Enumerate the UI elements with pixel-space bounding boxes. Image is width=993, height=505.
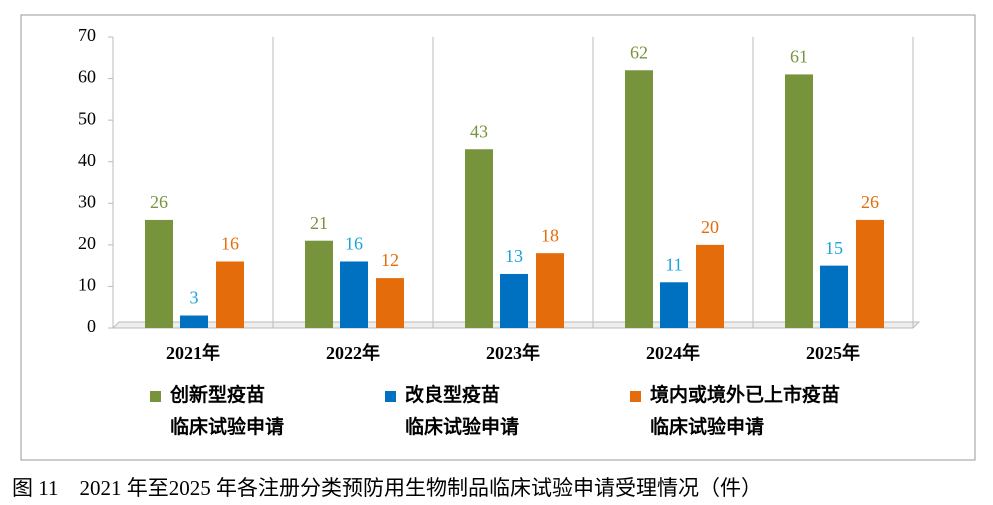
y-tick-label: 70 — [78, 25, 96, 45]
legend-label: 境内或境外已上市疫苗 临床试验申请 — [650, 385, 841, 438]
data-label: 12 — [381, 250, 399, 270]
y-tick-label: 60 — [78, 67, 96, 87]
caption: 图 11 2021 年至2025 年各注册分类预防用生物制品临床试验申请受理情况… — [12, 476, 762, 500]
y-tick-label: 10 — [78, 275, 96, 295]
legend-swatch — [630, 391, 641, 402]
bar — [305, 240, 333, 328]
bar — [376, 278, 404, 328]
data-label: 21 — [310, 213, 328, 233]
data-label: 61 — [790, 47, 808, 67]
x-tick-label: 2025年 — [806, 342, 860, 363]
x-tick-label: 2024年 — [646, 342, 700, 363]
y-tick-label: 20 — [78, 233, 96, 253]
bar — [536, 253, 564, 328]
bar — [785, 74, 813, 329]
y-tick-label: 50 — [78, 108, 96, 128]
bar — [180, 315, 208, 328]
bar — [696, 244, 724, 328]
bar — [340, 261, 368, 328]
data-label: 62 — [630, 42, 648, 62]
data-label: 16 — [345, 234, 363, 254]
bar — [145, 219, 173, 328]
data-label: 43 — [470, 121, 488, 141]
bar — [216, 261, 244, 328]
y-tick-label: 0 — [87, 316, 96, 336]
data-label: 3 — [190, 288, 199, 308]
data-label: 18 — [541, 225, 559, 245]
legend-entry: 改良型疫苗 临床试验申请 — [385, 380, 519, 444]
x-tick-label: 2022年 — [326, 342, 380, 363]
x-tick-label: 2021年 — [166, 342, 220, 363]
bar — [820, 265, 848, 328]
bar — [660, 282, 688, 328]
bar — [856, 219, 884, 328]
x-tick-label: 2023年 — [486, 342, 540, 363]
bar — [500, 273, 528, 328]
data-label: 15 — [825, 238, 843, 258]
data-label: 26 — [150, 192, 168, 212]
bar — [625, 70, 653, 328]
legend-label: 改良型疫苗 临床试验申请 — [405, 385, 520, 438]
data-label: 13 — [505, 246, 523, 266]
y-tick-label: 40 — [78, 150, 96, 170]
legend-swatch — [385, 391, 396, 402]
data-label: 20 — [701, 217, 719, 237]
legend-label: 创新型疫苗 临床试验申请 — [170, 385, 285, 438]
legend-entry: 境内或境外已上市疫苗 临床试验申请 — [630, 380, 840, 444]
y-tick-label: 30 — [78, 191, 96, 211]
bar — [465, 149, 493, 328]
legend-entry: 创新型疫苗 临床试验申请 — [150, 380, 284, 444]
data-label: 26 — [861, 192, 879, 212]
chart-frame — [20, 14, 976, 461]
legend-swatch — [150, 391, 161, 402]
data-label: 16 — [221, 234, 239, 254]
data-label: 11 — [665, 254, 682, 274]
